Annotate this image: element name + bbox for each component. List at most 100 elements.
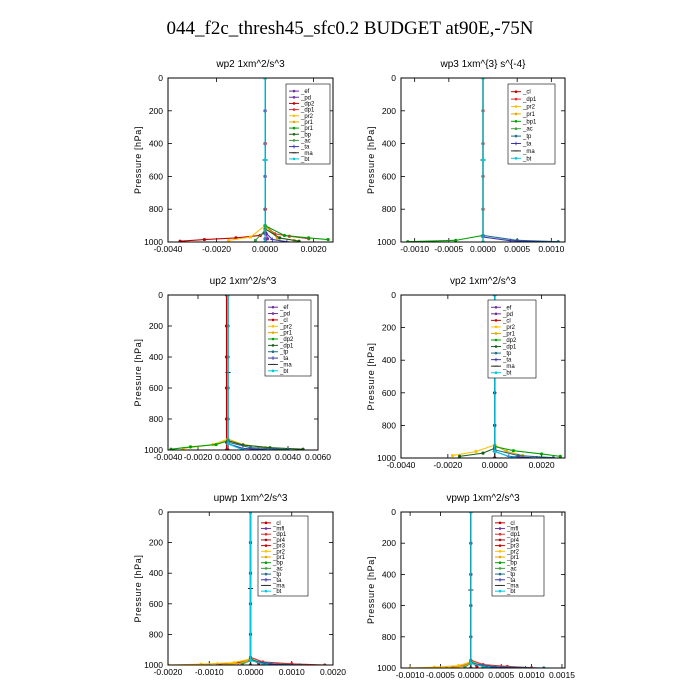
legend-label: _pr2 [502,325,516,331]
x-tick-label: -0.0005 [426,670,455,680]
x-tick-label: -0.0040 [387,460,416,470]
data-point [481,451,485,455]
legend-marker [292,95,296,99]
panel-title: vpwp 1xm^2/s^3 [446,493,520,504]
x-tick-label: 0.0040 [275,452,301,462]
legend-label: _bt [506,589,516,595]
legend-marker [494,357,498,362]
y-tick-label: 800 [149,414,163,424]
data-point [457,454,462,458]
legend-label: _ma [272,583,285,589]
y-tick-label: 200 [382,538,396,548]
legend: _cl_mfl_dp1_pr4_pr3_pr2_pr1_bp_ac_tp_ta_… [257,515,309,597]
y-tick-label: 600 [149,599,163,609]
y-axis-label: Pressure [hPa] [366,126,376,194]
legend-label: _pd [300,95,311,101]
y-tick-label: 400 [149,568,163,578]
legend-label: _cl [506,521,515,527]
legend: _ef_pd_dp2_dp1_pr2_pr1_pr1_bp_ac_ta_ma_b… [285,83,331,165]
legend: _ef_pd_cl_pr2_pr1_dp2_dp1_tp_ta_ma_bt [487,299,537,379]
series-line-pr3 [470,512,478,667]
x-tick-label: 0.0000 [238,667,264,677]
legend-marker [264,521,268,525]
y-axis-label: Pressure [hPa] [366,343,376,411]
legend-marker [271,344,275,347]
y-tick-label: 400 [382,355,396,365]
legend-marker [271,312,275,315]
x-tick-label: 0.0020 [320,667,346,677]
legend-marker [514,112,518,116]
legend-label: _pr4 [506,538,520,544]
data-point [278,236,282,240]
legend-label: _cl [279,318,288,324]
legend-marker [264,544,268,547]
panel-title: wp3 1xm^{3} s^{-4} [440,59,527,70]
x-tick-label: 0.0000 [470,244,496,254]
legend-label: _ma [279,362,292,368]
legend-label: _ma [300,151,313,157]
legend-marker [292,139,296,142]
plot-frame [400,77,566,243]
data-point [188,445,193,449]
legend-label: _pr2 [279,324,293,330]
data-point [511,449,516,453]
legend-label: _ta [506,578,516,584]
legend-marker [494,312,498,316]
legend-marker [498,538,502,542]
legend-marker [271,356,275,360]
legend-marker [514,134,518,138]
y-tick-label: 800 [382,204,396,214]
legend-label: _pr3 [272,544,286,550]
data-point [265,237,270,241]
legend-label: _tp [272,572,282,578]
y-tick-label: 800 [382,632,396,642]
y-tick-label: 200 [382,106,396,116]
legend-label: _bp1 [522,119,537,125]
legend-label: _ma [522,149,535,155]
legend-label: _ac [506,566,517,572]
legend-label: _pr4 [272,538,286,544]
y-tick-label: 600 [382,388,396,398]
legend-label: _pr1 [279,331,293,337]
legend-marker [494,305,498,309]
legend-label: _bt [522,156,532,162]
legend-marker [264,572,268,576]
legend-marker [498,589,502,593]
legend-label: _ta [272,578,282,584]
data-point [301,447,305,450]
legend-marker [264,555,268,559]
legend-label: _dp2 [279,337,294,343]
x-tick-label: -0.0010 [195,667,224,677]
y-tick-label: 1000 [144,237,163,247]
x-tick-label: 0.0020 [245,452,271,462]
legend-marker [494,332,498,335]
series-line-pr4 [452,512,472,668]
legend-label: _ac [300,138,311,144]
x-tick-label: -0.0020 [184,452,213,462]
data-point [224,417,229,421]
legend-marker [271,331,275,334]
x-tick-label: 0.0000 [482,460,508,470]
x-tick-label: -0.0010 [400,244,429,254]
legend-label: _ac [522,127,533,133]
data-point [248,658,253,663]
data-point [534,455,539,458]
y-tick-label: 400 [382,139,396,149]
legend-label: _dp1 [300,108,315,114]
x-tick-label: -0.0040 [154,452,183,462]
legend-label: _dp1 [522,97,537,103]
x-tick-label: 0.0015 [549,670,575,680]
legend-label: _pr1 [502,331,516,337]
data-point [326,237,330,242]
legend-label: _pr2 [272,549,286,555]
y-tick-label: 0 [391,507,396,517]
legend-label: _pd [502,312,513,318]
legend-marker [271,305,275,309]
y-tick-label: 200 [382,323,396,333]
legend-label: _ta [502,358,512,364]
data-point [297,239,301,242]
legend-label: _pr2 [506,549,520,555]
y-tick-label: 0 [158,290,163,300]
data-point [202,237,206,242]
